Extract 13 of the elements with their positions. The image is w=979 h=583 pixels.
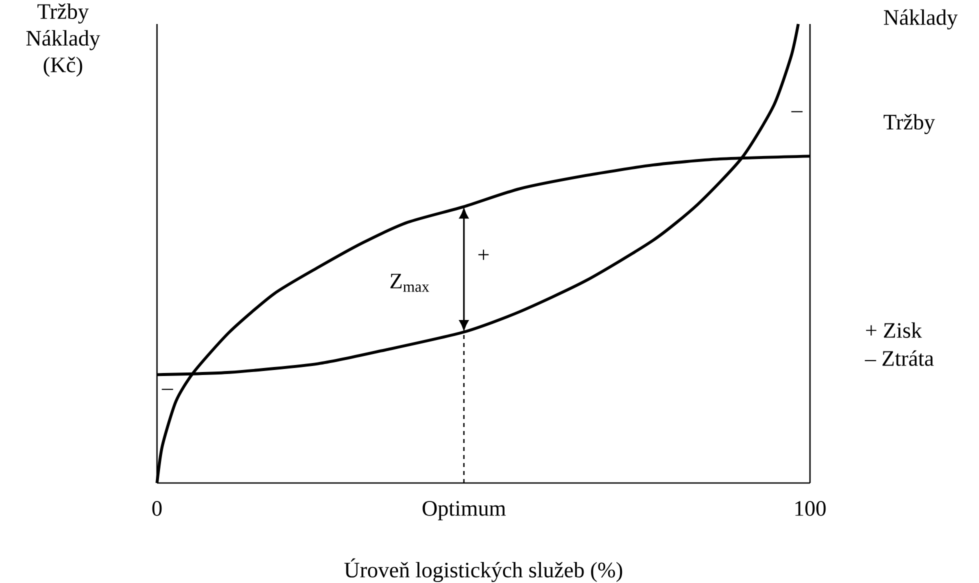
y-axis-title: Tržby Náklady (Kč): [26, 3, 100, 77]
annotation: +: [478, 250, 489, 260]
annotation: –: [162, 388, 174, 390]
x-axis-title: Úroveň logistických služeb (%): [344, 558, 622, 582]
annotation: –: [791, 111, 803, 112]
x-tick-label: 100: [795, 501, 826, 516]
text: + Zisk: [866, 322, 922, 338]
text: Náklady: [884, 9, 958, 30]
text: Tržby: [884, 114, 935, 134]
x-tick-label: Optimum: [422, 501, 506, 520]
annotation: Z$_{max}$: [390, 274, 430, 292]
text: – Ztráta: [864, 350, 934, 366]
x-tick-label: 0: [152, 501, 162, 516]
